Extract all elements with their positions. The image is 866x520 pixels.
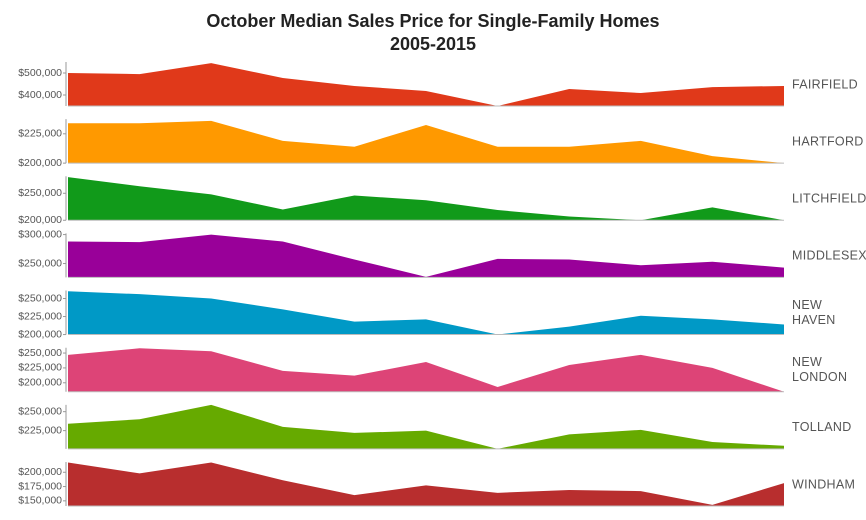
y-tick-label: $250,000 [18, 257, 62, 269]
y-tick-label: $500,000 [18, 67, 62, 79]
y-tick-label: $250,000 [18, 292, 62, 304]
y-tick-label: $200,000 [18, 214, 62, 226]
chart-title: October Median Sales Price for Single-Fa… [206, 11, 659, 31]
area [68, 63, 784, 106]
series-label: FAIRFIELD [792, 77, 858, 91]
y-tick-label: $200,000 [18, 377, 62, 389]
series-label: NEW HAVEN [792, 298, 836, 327]
series-label: TOLLAND [792, 420, 852, 434]
y-tick-label: $250,000 [18, 347, 62, 359]
area [68, 348, 784, 392]
series-label: NEW LONDON [792, 355, 847, 384]
y-tick-label: $200,000 [18, 157, 62, 169]
area [68, 404, 784, 449]
series-label: LITCHFIELD [792, 192, 866, 206]
area [68, 120, 784, 164]
y-tick-label: $225,000 [18, 310, 62, 322]
area [68, 462, 784, 506]
series-label: HARTFORD [792, 134, 864, 148]
y-tick-label: $200,000 [18, 328, 62, 340]
area [68, 177, 784, 221]
y-tick-label: $300,000 [18, 228, 62, 240]
series-label: MIDDLESEX [792, 249, 866, 263]
area [68, 291, 784, 335]
y-tick-label: $250,000 [18, 405, 62, 417]
y-tick-label: $225,000 [18, 128, 62, 140]
y-tick-label: $225,000 [18, 424, 62, 436]
y-tick-label: $150,000 [18, 495, 62, 507]
series-label: WINDHAM [792, 477, 855, 491]
y-tick-label: $200,000 [18, 466, 62, 478]
y-tick-label: $250,000 [18, 187, 62, 199]
y-tick-label: $225,000 [18, 362, 62, 374]
area [68, 234, 784, 278]
y-tick-label: $175,000 [18, 480, 62, 492]
chart-subtitle: 2005-2015 [390, 34, 476, 54]
y-tick-label: $400,000 [18, 89, 62, 101]
